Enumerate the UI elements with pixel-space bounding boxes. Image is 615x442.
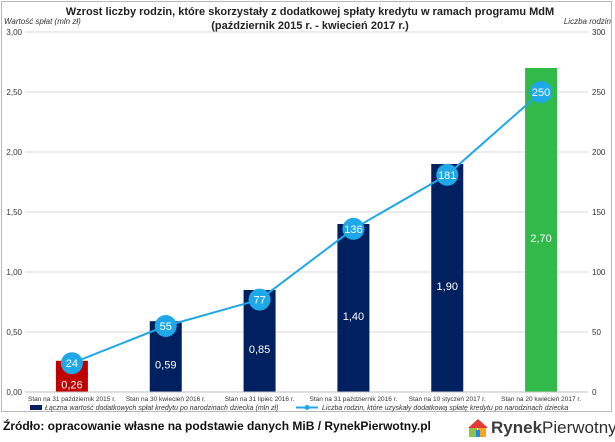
left-tick-label: 2,00 [6, 148, 22, 157]
left-tick-label: 0,00 [6, 388, 22, 397]
right-tick-label: 0 [592, 388, 597, 397]
line-value-label: 181 [438, 170, 456, 182]
category-label: Stan na 31 październik 2015 r. [28, 396, 116, 403]
line-value-label: 55 [160, 321, 172, 333]
right-axis-label: Liczba rodzin [563, 17, 611, 26]
line-point [342, 217, 365, 240]
right-tick-label: 200 [592, 148, 606, 157]
category-label: Stan na 31 październik 2016 r. [310, 396, 398, 403]
category-label: Stan na 20 kwiecień 2017 r. [501, 396, 581, 403]
chart-subtitle: (październik 2015 r. - kwiecień 2017 r.) [211, 20, 409, 32]
line-point [60, 352, 83, 375]
bar [431, 164, 464, 392]
bar-value-label: 0,26 [61, 379, 82, 391]
right-tick-label: 300 [592, 28, 606, 37]
category-label: Stan na 10 styczeń 2017 r. [409, 396, 486, 403]
left-axis-label: Wartość spłat (mln zł) [4, 17, 81, 26]
line-value-label: 250 [532, 87, 550, 99]
legend-bar-label: Łączna wartość dodatkowych spłat kredytu… [45, 405, 278, 412]
bar-value-label: 0,85 [249, 344, 270, 356]
left-tick-label: 3,00 [6, 28, 22, 37]
right-tick-label: 250 [592, 88, 606, 97]
right-tick-label: 100 [592, 268, 606, 277]
chart-frame [1, 1, 612, 412]
left-tick-label: 1,50 [6, 208, 22, 217]
category-label: Stan na 31 lipiec 2016 r. [225, 396, 295, 403]
logo-text-part2: Pierwotny [542, 418, 615, 437]
line-point [436, 163, 459, 186]
legend-bar-swatch [30, 405, 42, 410]
left-tick-label: 1,00 [6, 268, 22, 277]
bar [525, 68, 558, 392]
legend-line-label: Liczba rodzin, które uzyskały dodatkową … [322, 405, 568, 412]
bar [337, 224, 370, 392]
bar-value-label: 0,59 [155, 360, 176, 372]
line-point [530, 81, 553, 103]
brand-logo: RynekPierwotny [468, 416, 615, 440]
line-value-label: 136 [344, 224, 362, 236]
source-footer: Źródło: opracowanie własne na podstawie … [3, 419, 431, 433]
right-tick-label: 50 [592, 328, 601, 337]
bar-value-label: 1,40 [343, 311, 364, 323]
right-tick-label: 150 [592, 208, 606, 217]
legend-line-marker [304, 405, 310, 410]
line-value-label: 24 [66, 358, 78, 370]
category-label: Stan na 30 kwiecień 2016 r. [126, 396, 206, 403]
series-line [71, 91, 542, 365]
logo-text-part1: Rynek [491, 418, 543, 437]
logo-house-icon [468, 419, 488, 437]
chart-title: Wzrost liczby rodzin, które skorzystały … [65, 6, 555, 18]
left-tick-label: 2,50 [6, 88, 22, 97]
left-tick-label: 0,50 [6, 328, 22, 337]
bar-value-label: 2,70 [530, 233, 551, 245]
bar-value-label: 1,90 [437, 281, 458, 293]
line-point [248, 288, 271, 311]
line-point [154, 315, 177, 337]
line-value-label: 77 [253, 295, 265, 307]
